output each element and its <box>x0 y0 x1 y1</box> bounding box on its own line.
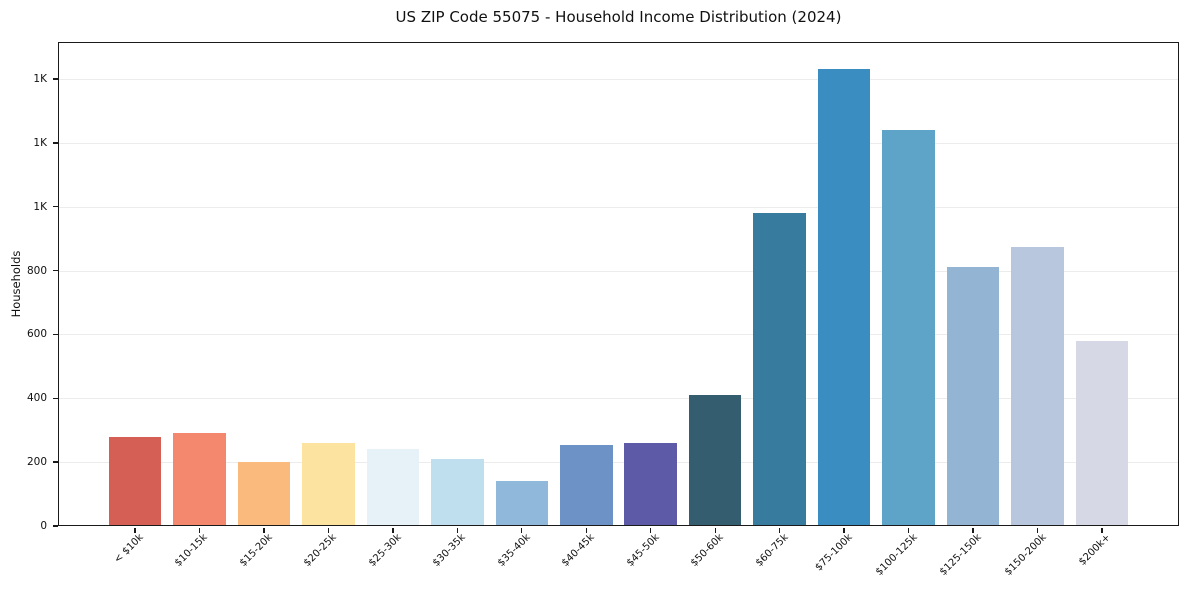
x-tick-mark <box>972 527 974 533</box>
y-tick-mark <box>53 333 58 336</box>
y-tick-label: 200 <box>26 456 47 469</box>
x-tick-mark <box>327 527 330 533</box>
y-tick-label: 1K <box>33 73 47 86</box>
x-tick-mark <box>714 527 716 533</box>
bar-25-30k <box>366 449 420 526</box>
x-tick-mark <box>1101 527 1103 533</box>
x-tick-mark <box>1036 527 1039 533</box>
y-tick-label: 0 <box>40 520 47 532</box>
y-tick-mark <box>53 461 58 463</box>
bar-75-100k <box>817 69 871 526</box>
chart-title: US ZIP Code 55075 - Household Income Dis… <box>395 8 842 26</box>
x-tick-label-10k: < $10k <box>112 532 146 566</box>
x-tick-mark <box>521 527 523 533</box>
y-tick-label: 400 <box>26 392 47 405</box>
gridline-800 <box>58 270 1179 272</box>
gridline-400 <box>58 398 1179 400</box>
bar-60-75k <box>753 213 806 526</box>
y-tick-mark <box>53 142 58 144</box>
x-tick-mark <box>263 527 265 533</box>
x-tick-mark <box>392 527 394 533</box>
bar-40-45k <box>560 444 613 526</box>
x-tick-mark <box>907 527 910 533</box>
bar-45-50k <box>624 442 677 526</box>
gridline-1K <box>58 79 1179 81</box>
x-tick-mark <box>650 527 652 533</box>
bar-35-40k <box>495 481 549 526</box>
bar-200k+ <box>1075 340 1129 526</box>
bar-10-15k <box>173 433 226 526</box>
y-tick-mark <box>53 525 58 527</box>
y-tick-mark <box>53 78 58 80</box>
bar-150-200k <box>1011 246 1064 526</box>
bar-10k <box>108 436 162 526</box>
y-tick-label: 1K <box>33 200 47 213</box>
x-tick-mark <box>456 527 458 533</box>
x-tick-mark <box>198 527 201 533</box>
y-tick-mark <box>53 397 58 399</box>
y-tick-mark <box>53 269 58 272</box>
y-tick-mark <box>53 206 58 208</box>
y-tick-label: 1K <box>33 136 47 149</box>
bar-50-60k <box>688 395 742 526</box>
x-tick-mark <box>134 527 136 533</box>
gridline-1K <box>58 142 1179 144</box>
x-tick-mark <box>779 527 781 533</box>
y-tick-label: 600 <box>26 328 47 341</box>
bar-125-150k <box>946 267 1000 526</box>
bar-100-125k <box>882 130 935 526</box>
x-tick-mark <box>843 527 845 533</box>
gridline-600 <box>58 334 1179 336</box>
gridline-1K <box>58 206 1179 208</box>
y-tick-label: 800 <box>26 264 47 277</box>
gridline-200 <box>58 462 1179 464</box>
bar-30-35k <box>431 458 484 526</box>
x-tick-mark <box>585 527 587 533</box>
bar-15-20k <box>237 462 291 526</box>
bar-20-25k <box>302 442 355 526</box>
